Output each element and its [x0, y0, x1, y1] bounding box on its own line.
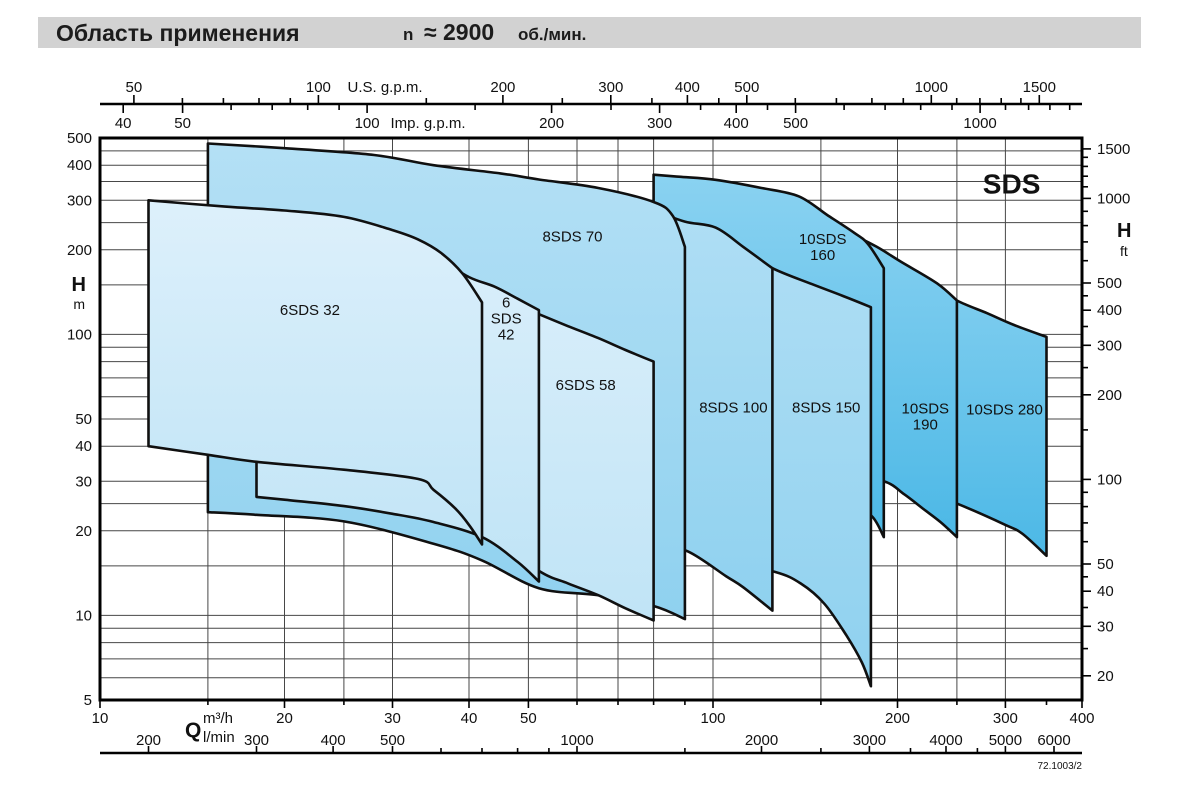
lmin-unit-label: l/min	[203, 729, 235, 746]
speed-units: об./мин.	[518, 25, 587, 44]
us-gpm-unit-label: U.S. g.p.m.	[347, 79, 422, 96]
svg-text:400: 400	[1069, 710, 1094, 727]
pump-regions	[147, 142, 1048, 688]
svg-text:10: 10	[75, 607, 92, 624]
series-brand: SDS	[983, 168, 1041, 199]
svg-text:30: 30	[1097, 618, 1114, 635]
svg-text:1000: 1000	[1097, 190, 1130, 207]
svg-text:5: 5	[84, 692, 92, 709]
svg-text:3000: 3000	[853, 732, 886, 749]
svg-text:1500: 1500	[1097, 141, 1130, 158]
svg-text:300: 300	[67, 192, 92, 209]
region-label-10SDS-280: 10SDS 280	[966, 402, 1043, 419]
flow-symbol: Q	[185, 719, 201, 742]
svg-text:200: 200	[490, 79, 515, 96]
svg-text:40: 40	[75, 438, 92, 455]
svg-text:200: 200	[539, 115, 564, 132]
svg-text:200: 200	[67, 242, 92, 259]
svg-text:50: 50	[126, 79, 143, 96]
speed-value: ≈ 2900	[424, 19, 495, 45]
svg-text:500: 500	[783, 115, 808, 132]
svg-text:50: 50	[1097, 556, 1114, 573]
svg-text:100: 100	[67, 326, 92, 343]
region-label-10SDS-190: 10SDS 190	[902, 401, 950, 434]
svg-text:500: 500	[734, 79, 759, 96]
plot-border	[98, 136, 1084, 702]
svg-text:400: 400	[1097, 302, 1122, 319]
svg-text:40: 40	[461, 710, 478, 727]
svg-text:100: 100	[700, 710, 725, 727]
svg-text:50: 50	[174, 115, 191, 132]
svg-text:100: 100	[355, 115, 380, 132]
svg-text:50: 50	[75, 411, 92, 428]
svg-text:200: 200	[885, 710, 910, 727]
svg-text:100: 100	[1097, 471, 1122, 488]
svg-text:500: 500	[67, 130, 92, 147]
svg-text:300: 300	[1097, 337, 1122, 354]
svg-text:300: 300	[993, 710, 1018, 727]
svg-text:4000: 4000	[929, 732, 962, 749]
right-head-unit: ft	[1120, 243, 1128, 259]
region-label-6SDS-42: 6 SDS 42	[491, 294, 522, 343]
svg-text:40: 40	[115, 115, 132, 132]
svg-text:20: 20	[276, 710, 293, 727]
m3h-unit-label: m³/h	[203, 710, 233, 727]
svg-text:300: 300	[244, 732, 269, 749]
region-labels: 10SDS 280 10SDS 190 10SDS 160 8SDS 150 8SDS 10…	[280, 229, 1043, 434]
top-flow-scale: 50 100 200 300 400 500 1000 1500 40 50 100 200 300 40…	[100, 79, 1082, 132]
svg-text:40: 40	[1097, 583, 1114, 600]
svg-text:400: 400	[724, 115, 749, 132]
region-label-8SDS-70: 8SDS 70	[542, 229, 602, 246]
svg-text:400: 400	[321, 732, 346, 749]
svg-text:400: 400	[67, 157, 92, 174]
svg-text:6000: 6000	[1037, 732, 1070, 749]
right-head-symbol: H	[1117, 220, 1131, 242]
svg-text:500: 500	[380, 732, 405, 749]
region-label-10SDS-160: 10SDS 160	[799, 231, 847, 264]
imp-gpm-unit-label: Imp. g.p.m.	[390, 115, 465, 132]
svg-text:400: 400	[675, 79, 700, 96]
region-label-8SDS-150: 8SDS 150	[792, 399, 860, 416]
svg-text:5000: 5000	[989, 732, 1022, 749]
svg-text:50: 50	[520, 710, 537, 727]
left-head-symbol: H	[72, 274, 86, 296]
svg-text:30: 30	[384, 710, 401, 727]
svg-text:300: 300	[647, 115, 672, 132]
svg-text:300: 300	[598, 79, 623, 96]
region-label-6SDS-32: 6SDS 32	[280, 302, 340, 319]
svg-text:1000: 1000	[915, 79, 948, 96]
right-head-axis: 1500 1000 500 400 300 200 100 50 40 30 20 Hft	[1082, 141, 1131, 685]
speed-symbol: n	[403, 25, 414, 44]
svg-text:200: 200	[1097, 387, 1122, 404]
svg-text:1500: 1500	[1023, 79, 1056, 96]
svg-text:200: 200	[136, 732, 161, 749]
svg-text:10: 10	[92, 710, 109, 727]
region-label-6SDS-58: 6SDS 58	[556, 377, 616, 394]
svg-text:1000: 1000	[963, 115, 996, 132]
region-6SDS-32	[147, 199, 484, 546]
title-bar: Область применения n ≈ 2900 об./мин.	[38, 17, 1141, 48]
bottom-flow-scale: 10 20 30 40 50 100 200 300 400 200 300 400 500 1000 20…	[92, 700, 1095, 755]
svg-text:100: 100	[306, 79, 331, 96]
svg-text:2000: 2000	[745, 732, 778, 749]
svg-text:1000: 1000	[560, 732, 593, 749]
svg-text:20: 20	[75, 523, 92, 540]
svg-text:20: 20	[1097, 668, 1114, 685]
left-head-unit: m	[73, 296, 85, 312]
svg-text:30: 30	[75, 473, 92, 490]
left-head-axis: 500 400 300 200 100 50 40 30 20 10 5 Hm	[67, 130, 92, 709]
page-title: Область применения	[56, 20, 300, 46]
svg-text:500: 500	[1097, 275, 1122, 292]
doc-code: 72.1003/2	[1038, 761, 1083, 772]
region-label-8SDS-100: 8SDS 100	[699, 399, 767, 416]
